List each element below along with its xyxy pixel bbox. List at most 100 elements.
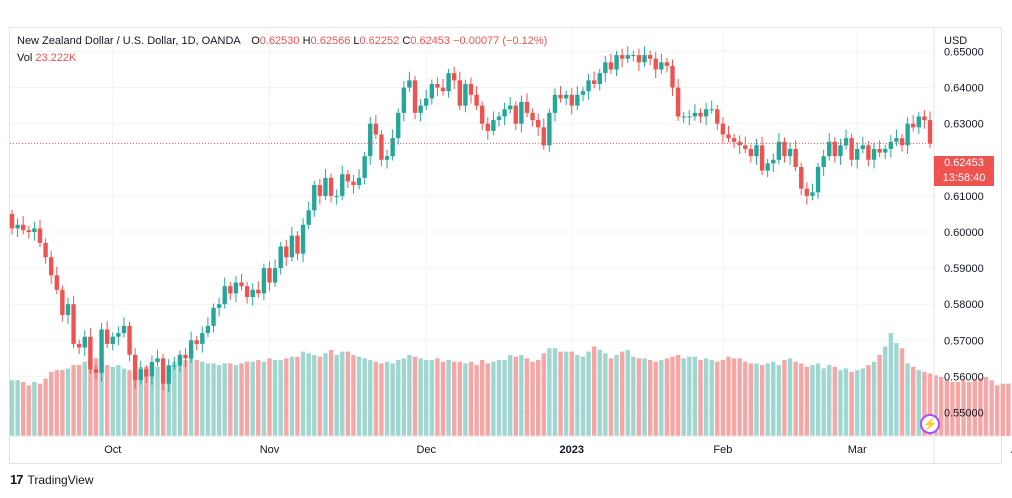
volume-bar <box>608 358 614 436</box>
volume-bar <box>284 358 289 436</box>
candle-body <box>731 138 737 142</box>
candle-body <box>754 145 759 157</box>
candle-body <box>340 174 345 196</box>
volume-bar <box>474 365 479 436</box>
volume-bar <box>65 368 71 436</box>
candle-body <box>334 195 339 197</box>
volume-bar <box>104 365 110 436</box>
candle-body <box>37 228 43 243</box>
candle-body <box>300 224 306 254</box>
volume-bar <box>989 380 994 436</box>
candle-body <box>597 73 602 84</box>
candle-body <box>860 145 866 149</box>
candle-body <box>396 112 401 139</box>
volume-bar <box>485 363 490 436</box>
candle-body <box>625 55 630 59</box>
volume-bar <box>603 353 608 436</box>
volume-bar <box>855 370 860 436</box>
volume-bar <box>687 356 692 436</box>
candle-body <box>463 83 468 106</box>
volume-bar <box>149 365 155 436</box>
volume-bar <box>272 360 278 436</box>
chart-frame[interactable] <box>9 27 1002 464</box>
volume-bar <box>32 381 37 436</box>
volume-bar <box>933 375 938 436</box>
axes: 0.65000 0.64000 0.63000 0.61000 0.60000 0.590… <box>10 28 1012 464</box>
candle-body <box>172 365 177 367</box>
candle-body <box>82 336 87 348</box>
candle-body <box>177 354 183 366</box>
volume-bar <box>720 360 726 436</box>
candle-body <box>720 123 726 135</box>
candle-body <box>709 109 714 111</box>
candle-body <box>883 148 888 153</box>
volume-bar <box>300 351 306 436</box>
candle-body <box>88 336 93 370</box>
y-tick-label: 0.63000 <box>944 119 984 131</box>
volume-bar <box>177 360 183 436</box>
volume-bar <box>452 361 457 436</box>
volume-bar <box>950 381 955 436</box>
candle-body <box>418 105 423 113</box>
candle-body <box>278 246 283 269</box>
y-tick-label: 0.56000 <box>944 371 984 383</box>
volume-bar <box>994 385 1000 436</box>
volume-bar <box>317 356 323 436</box>
candle-body <box>642 55 647 63</box>
volume-bar <box>664 358 670 436</box>
volume-bar <box>1000 383 1005 436</box>
symbol-legend[interactable]: New Zealand Dollar / U.S. Dollar, 1D, OA… <box>17 35 547 47</box>
candle-body <box>457 80 463 106</box>
volume-bar <box>334 354 339 436</box>
volume-bar <box>440 361 446 436</box>
volume-bar <box>418 358 423 436</box>
y-tick-label: 0.61000 <box>944 191 984 203</box>
candle-body <box>905 123 910 146</box>
volume-bar <box>222 363 227 436</box>
candle-body <box>211 307 216 326</box>
volume-bar <box>278 360 283 436</box>
candle-body <box>166 365 171 384</box>
candle-body <box>356 177 362 186</box>
candle-body <box>670 65 675 88</box>
volume-bar <box>978 378 983 436</box>
candle-body <box>116 333 121 337</box>
candle-body <box>435 83 440 88</box>
volume-bar <box>26 385 31 436</box>
volume-bar <box>351 354 356 436</box>
volume-bar <box>535 360 541 436</box>
volume-bar <box>463 363 468 436</box>
candle-body <box>244 286 250 297</box>
candle-body <box>535 120 541 128</box>
volume-bar <box>183 360 188 436</box>
volume-bar <box>429 360 435 436</box>
volume-bar <box>625 349 630 436</box>
candle-body <box>496 116 502 121</box>
candle-body <box>524 102 530 113</box>
lightning-icon[interactable]: ⚡ <box>920 414 940 434</box>
candle-body <box>776 141 782 160</box>
volume-bar <box>726 356 731 436</box>
volume-bar <box>916 370 922 436</box>
volume-bar <box>966 381 972 436</box>
high-label: H <box>302 35 311 47</box>
volume-bar <box>373 361 379 436</box>
volume-bar <box>468 361 474 436</box>
vol-label: Vol <box>17 52 33 64</box>
candle-body <box>54 275 59 290</box>
tradingview-brand[interactable]: 17 TradingView <box>10 472 94 487</box>
volume-bar <box>295 356 300 436</box>
candle-body <box>351 181 356 186</box>
volume-bar <box>692 356 698 436</box>
volume-bar <box>771 361 776 436</box>
volume-legend[interactable]: Vol 23.222K <box>17 52 76 64</box>
candle-body <box>871 148 877 160</box>
candle-body <box>726 134 731 139</box>
tradingview-logo-icon: 17 <box>10 472 24 487</box>
volume-bar <box>547 348 552 436</box>
volume-bar <box>507 354 513 436</box>
volume-bars <box>9 333 1011 436</box>
volume-bar <box>614 354 619 436</box>
volume-bar <box>446 360 451 436</box>
